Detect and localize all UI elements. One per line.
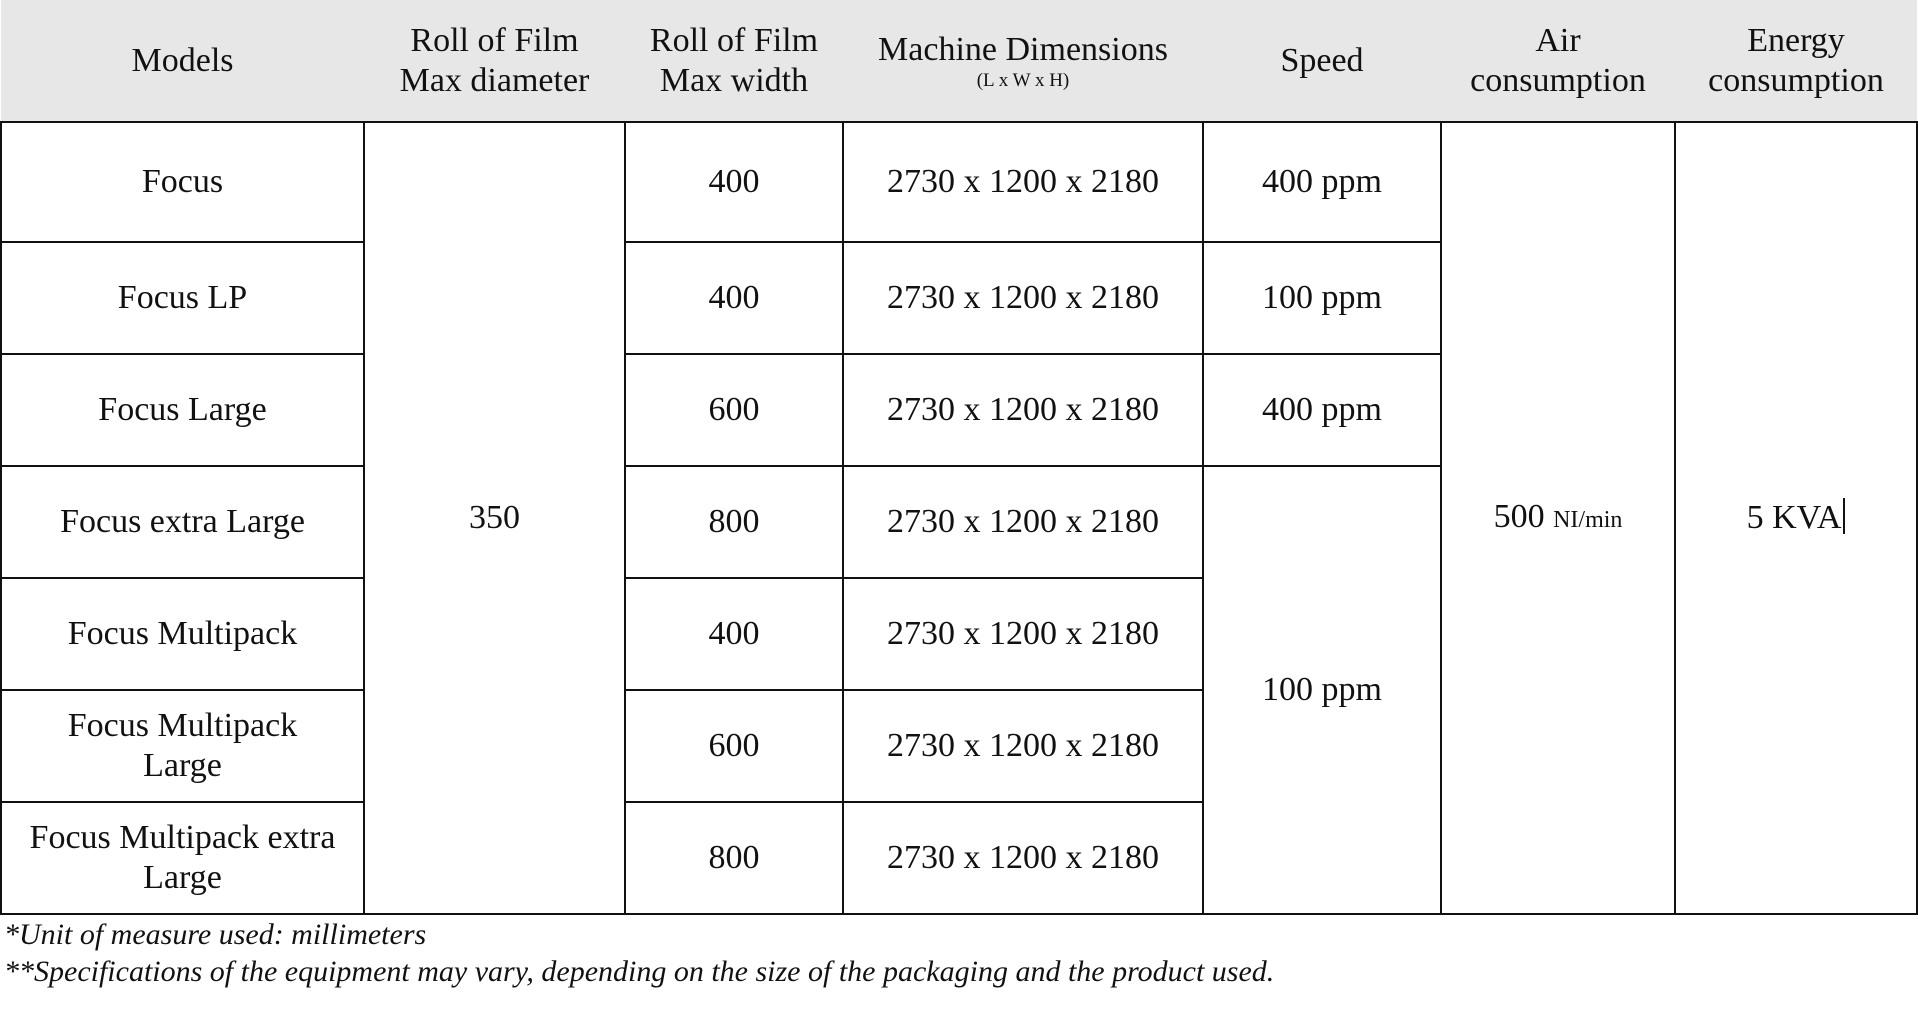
speed-multi-cell: 100 ppm <box>1202 465 1442 915</box>
max-width-cell: 400 <box>624 577 844 691</box>
model-line1: Focus Multipack <box>67 707 298 744</box>
header-dimensions-line2: (L x W x H) <box>976 69 1070 91</box>
header-max-width-line1: Roll of Film <box>649 21 819 59</box>
max-width-cell: 800 <box>624 801 844 915</box>
max-width-cell: 600 <box>624 353 844 467</box>
air-consumption-unit: NI/min <box>1553 506 1623 533</box>
header-energy-line2: consumption <box>1708 61 1884 99</box>
header-air-line2: consumption <box>1470 61 1646 99</box>
model-line2: Large <box>143 859 222 896</box>
header-models-label: Models <box>131 41 234 79</box>
header-row: Models Roll of Film Max diameter Roll of… <box>1 0 1917 123</box>
table-row: Focus Multipack 400 2730 x 1200 x 2180 <box>0 577 1917 691</box>
header-max-diameter-line2: Max diameter <box>399 61 590 99</box>
dimensions-cell: 2730 x 1200 x 2180 <box>842 241 1204 355</box>
header-max-diameter-line1: Roll of Film <box>410 21 579 59</box>
header-speed: Speed <box>1203 0 1441 123</box>
header-max-width: Roll of Film Max width <box>625 0 843 123</box>
energy-consumption-cell: 5 KVA <box>1674 121 1918 915</box>
dimensions-cell: 2730 x 1200 x 2180 <box>842 577 1204 691</box>
speed-cell: 100 ppm <box>1202 241 1442 355</box>
model-cell: Focus Multipack extra Large <box>0 801 365 915</box>
header-max-width-line2: Max width <box>659 61 809 99</box>
model-line1: Focus Multipack extra <box>29 819 336 856</box>
table-row: Focus 350 400 2730 x 1200 x 2180 400 ppm… <box>0 121 1918 915</box>
dimensions-cell: 2730 x 1200 x 2180 <box>842 121 1204 243</box>
header-models: Models <box>1 0 364 123</box>
header-air-line1: Air <box>1535 21 1581 59</box>
unit-footnote: *Unit of measure used: millimeters <box>4 918 427 951</box>
model-line2: Large <box>143 747 222 784</box>
max-diameter-cell: 350 <box>363 121 626 915</box>
model-cell: Focus LP <box>0 241 365 355</box>
footnotes: *Unit of measure used: millimeters **Spe… <box>4 916 1274 990</box>
header-air-consumption: Air consumption <box>1441 0 1675 123</box>
table-row: Focus Large 600 2730 x 1200 x 2180 400 p… <box>0 353 1917 467</box>
max-width-cell: 800 <box>624 465 844 579</box>
air-consumption-cell: 500 NI/min <box>1440 121 1676 915</box>
specifications-table: Models Roll of Film Max diameter Roll of… <box>0 0 1918 915</box>
header-energy-consumption: Energy consumption <box>1675 0 1917 123</box>
speed-cell: 400 ppm <box>1202 121 1442 243</box>
max-width-cell: 600 <box>624 689 844 803</box>
model-cell: Focus <box>0 121 365 243</box>
table-row: Focus Multipack Large 600 2730 x 1200 x … <box>0 689 1917 803</box>
header-energy-line1: Energy <box>1747 21 1845 59</box>
header-speed-label: Speed <box>1280 41 1364 79</box>
dimensions-cell: 2730 x 1200 x 2180 <box>842 801 1204 915</box>
max-width-cell: 400 <box>624 241 844 355</box>
speed-cell: 400 ppm <box>1202 353 1442 467</box>
header-max-diameter: Roll of Film Max diameter <box>364 0 625 123</box>
header-dimensions-line1: Machine Dimensions <box>878 30 1168 68</box>
max-width-cell: 400 <box>624 121 844 243</box>
table-row: Focus extra Large 800 2730 x 1200 x 2180… <box>0 465 1917 915</box>
dimensions-cell: 2730 x 1200 x 2180 <box>842 353 1204 467</box>
dimensions-cell: 2730 x 1200 x 2180 <box>842 689 1204 803</box>
header-machine-dimensions: Machine Dimensions (L x W x H) <box>843 0 1203 123</box>
table-row: Focus LP 400 2730 x 1200 x 2180 100 ppm <box>0 241 1917 355</box>
table-row: Focus Multipack extra Large 800 2730 x 1… <box>0 801 1917 915</box>
energy-consumption-value: 5 KVA <box>1746 499 1842 536</box>
model-cell: Focus Large <box>0 353 365 467</box>
dimensions-cell: 2730 x 1200 x 2180 <box>842 465 1204 579</box>
air-consumption-value: 500 <box>1493 497 1545 535</box>
model-cell: Focus Multipack <box>0 577 365 691</box>
model-cell: Focus Multipack Large <box>0 689 365 803</box>
model-cell: Focus extra Large <box>0 465 365 579</box>
specifications-footnote: **Specifications of the equipment may va… <box>4 955 1275 988</box>
text-cursor <box>1843 498 1846 534</box>
